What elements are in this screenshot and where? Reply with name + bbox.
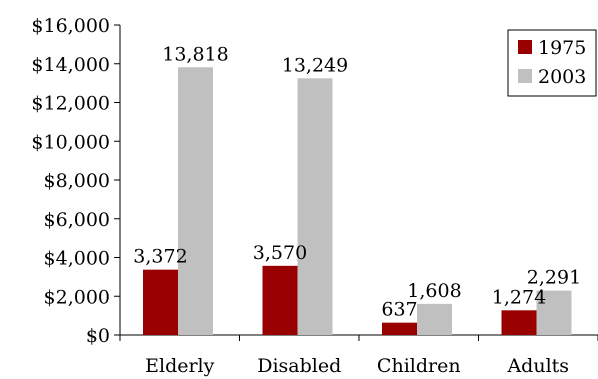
- data-label-2003: 1,608: [407, 280, 461, 302]
- x-category-label: Adults: [506, 355, 569, 377]
- bar-1975: [143, 269, 178, 335]
- bar-2003: [417, 303, 452, 335]
- bar-2003: [178, 67, 213, 336]
- y-tick-label: $10,000: [31, 131, 110, 153]
- legend: 1975 2003: [507, 29, 597, 97]
- data-label-1975: 3,570: [253, 242, 307, 264]
- legend-label-1975: 1975: [538, 37, 586, 59]
- bar-2003: [536, 290, 572, 335]
- bar-1975: [262, 265, 298, 335]
- y-tick-label: $12,000: [31, 93, 110, 115]
- x-category-label: Children: [377, 355, 461, 377]
- y-tick-label: $16,000: [31, 15, 110, 37]
- bar-1975: [501, 310, 537, 335]
- y-tick-label: $4,000: [44, 248, 110, 270]
- y-tick-label: $6,000: [44, 209, 110, 231]
- y-tick-label: $8,000: [44, 170, 110, 192]
- bar-1975: [382, 322, 417, 335]
- data-label-1975: 3,372: [133, 246, 187, 268]
- data-label-2003: 13,818: [162, 43, 228, 65]
- y-tick-label: $14,000: [31, 54, 110, 76]
- data-label-2003: 2,291: [527, 267, 581, 289]
- x-category-label: Elderly: [145, 355, 215, 377]
- data-label-1975: 637: [381, 299, 417, 321]
- data-label-2003: 13,249: [282, 54, 348, 76]
- bars: [143, 67, 572, 336]
- bar-2003: [297, 78, 333, 335]
- data-label-1975: 1,274: [492, 286, 546, 308]
- legend-swatch-1975: [518, 40, 532, 54]
- axes: $0 $2,000 $4,000 $6,000 $8,000 $10,000 $12,000…: [31, 15, 598, 377]
- legend-swatch-2003: [518, 69, 532, 83]
- y-tick-label: $2,000: [44, 286, 110, 308]
- y-tick-label: $0: [86, 325, 110, 347]
- x-category-label: Disabled: [257, 355, 341, 377]
- legend-label-2003: 2003: [538, 66, 586, 88]
